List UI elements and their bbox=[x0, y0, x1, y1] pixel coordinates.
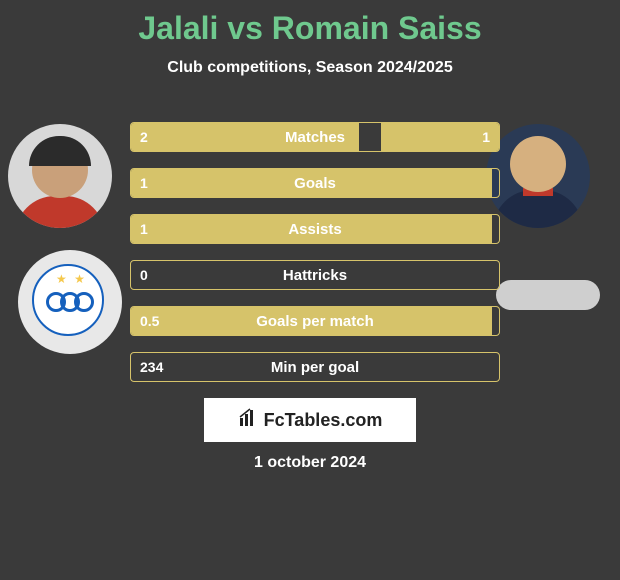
title-vs: vs bbox=[227, 10, 263, 46]
stat-row: 21Matches bbox=[130, 122, 500, 152]
watermark-text: FcTables.com bbox=[264, 410, 383, 431]
player2-club-badge bbox=[496, 280, 600, 310]
stat-row: 1Assists bbox=[130, 214, 500, 244]
player1-club-badge: ★ ★ bbox=[18, 250, 122, 354]
stat-label: Matches bbox=[130, 122, 500, 152]
stats-bars: 21Matches 1Goals 1Assists 0Hattricks 0.5Goal… bbox=[130, 122, 500, 398]
player1-name: Jalali bbox=[138, 10, 218, 46]
player2-name: Romain Saiss bbox=[272, 10, 482, 46]
stat-row: 0.5Goals per match bbox=[130, 306, 500, 336]
stat-row: 1Goals bbox=[130, 168, 500, 198]
stat-label: Goals per match bbox=[130, 306, 500, 336]
watermark-logo-icon bbox=[238, 408, 258, 433]
player1-avatar bbox=[8, 124, 112, 228]
watermark: FcTables.com bbox=[204, 398, 416, 442]
player2-avatar bbox=[486, 124, 590, 228]
stat-label: Assists bbox=[130, 214, 500, 244]
stat-label: Hattricks bbox=[130, 260, 500, 290]
stat-row: 0Hattricks bbox=[130, 260, 500, 290]
date-label: 1 october 2024 bbox=[0, 454, 620, 472]
comparison-title: Jalali vs Romain Saiss bbox=[0, 0, 620, 47]
subtitle: Club competitions, Season 2024/2025 bbox=[0, 59, 620, 77]
stat-label: Min per goal bbox=[130, 352, 500, 382]
stat-row: 234Min per goal bbox=[130, 352, 500, 382]
stat-label: Goals bbox=[130, 168, 500, 198]
